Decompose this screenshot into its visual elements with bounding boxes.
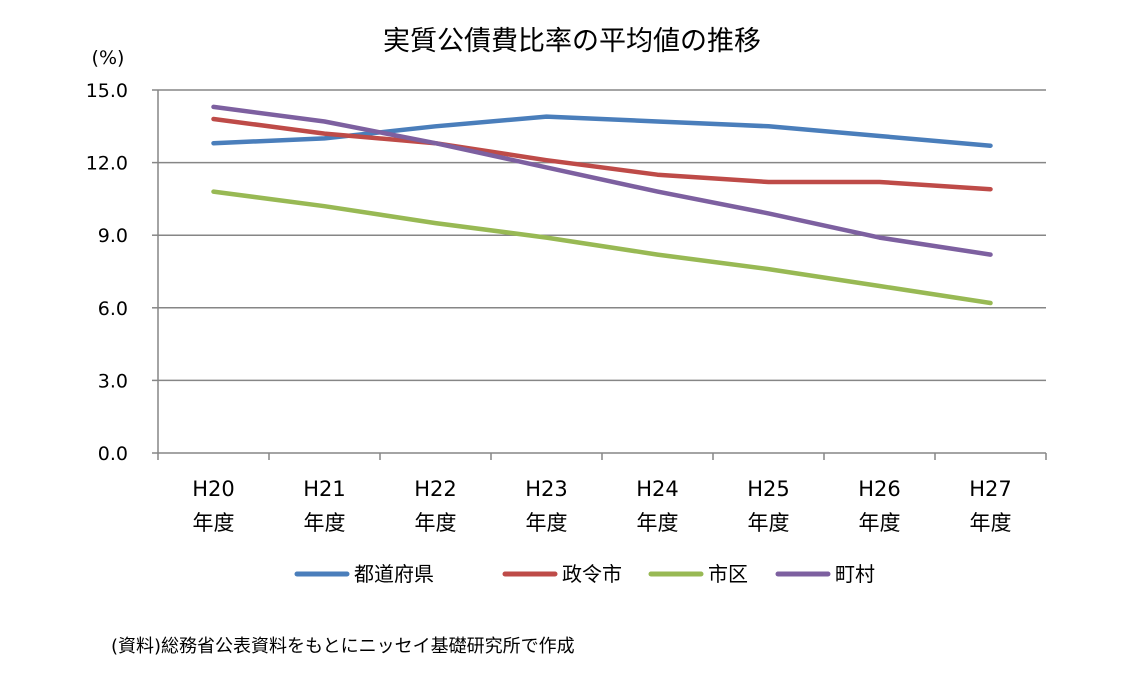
series-line-町村 <box>211 104 993 257</box>
y-tick-label: 15.0 <box>86 80 128 102</box>
series-line-市区 <box>211 189 993 306</box>
x-category-label: H21 <box>303 477 346 501</box>
y-tick-label: 3.0 <box>98 370 128 392</box>
series-lines <box>211 104 993 306</box>
y-tick-label: 9.0 <box>98 225 128 247</box>
x-category-label: H24 <box>636 477 679 501</box>
x-category-label: H25 <box>747 477 790 501</box>
x-category-label: H27 <box>969 477 1012 501</box>
y-axis-unit-label: (%) <box>92 47 125 69</box>
x-category-label: 年度 <box>970 511 1012 535</box>
chart-title: 実質公債費比率の平均値の推移 <box>383 26 761 57</box>
legend-label: 政令市 <box>562 562 622 586</box>
legend-label: 町村 <box>835 562 875 586</box>
x-category-label: H20 <box>192 477 235 501</box>
y-tick-label: 12.0 <box>86 153 128 175</box>
legend-label: 市区 <box>708 562 748 586</box>
x-category-label: H22 <box>414 477 457 501</box>
x-category-label: 年度 <box>193 511 235 535</box>
gridlines <box>158 89 1046 382</box>
x-category-label: 年度 <box>526 511 568 535</box>
series-line-政令市 <box>211 116 993 192</box>
source-note: (資料)総務省公表資料をもとにニッセイ基礎研究所で作成 <box>111 636 575 657</box>
x-category-label: H26 <box>858 477 901 501</box>
axes <box>152 89 1047 460</box>
y-tick-label: 0.0 <box>98 443 128 465</box>
y-tick-labels: 0.0 3.0 6.0 9.0 12.0 15.0 <box>86 80 128 465</box>
x-category-label: 年度 <box>748 511 790 535</box>
x-category-label: 年度 <box>304 511 346 535</box>
legend-label: 都道府県 <box>354 562 434 586</box>
x-category-label: 年度 <box>637 511 679 535</box>
legend: 都道府県 政令市 市区 町村 <box>294 562 875 586</box>
x-category-label: 年度 <box>859 511 901 535</box>
x-category-label: H23 <box>525 477 568 501</box>
y-tick-label: 6.0 <box>98 298 128 320</box>
x-category-labels: H20 年度 H21 年度 H22 年度 H23 年度 H24 年度 H25 年度 H26 年度 H27 年度 <box>192 477 1012 535</box>
x-category-label: 年度 <box>415 511 457 535</box>
